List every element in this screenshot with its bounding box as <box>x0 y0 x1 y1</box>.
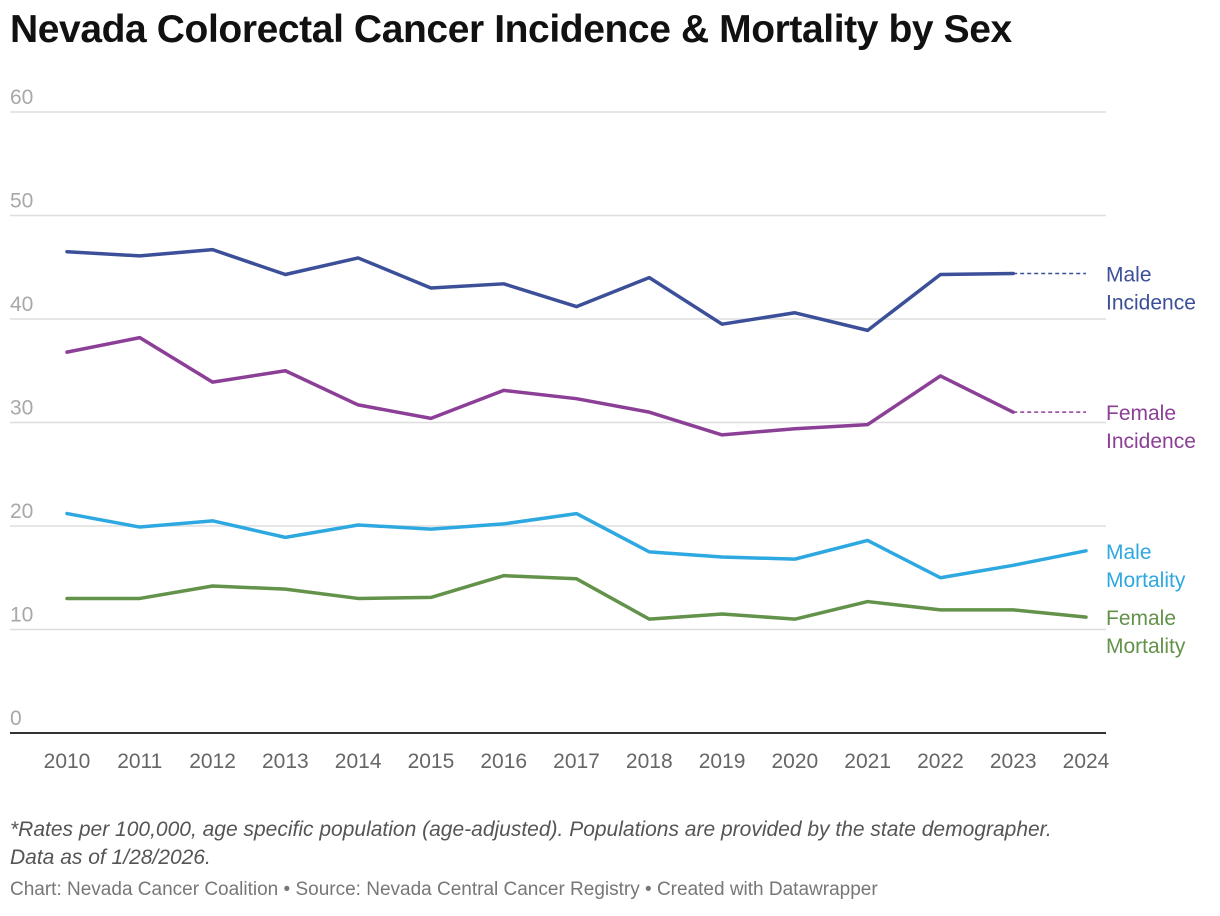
x-tick-label: 2012 <box>189 750 236 773</box>
series-label-line: Incidence <box>1106 430 1196 453</box>
footer-separator: • <box>278 879 296 900</box>
x-tick-label: 2021 <box>844 750 891 773</box>
y-tick-label: 20 <box>10 500 33 523</box>
series-label-line: Mortality <box>1106 635 1186 658</box>
y-tick-label: 30 <box>10 397 33 420</box>
y-tick-label: 10 <box>10 604 33 627</box>
series-label-line: Male <box>1106 263 1152 286</box>
series-label-line: Male <box>1106 541 1152 564</box>
series-label: Female Incidence <box>1106 402 1196 453</box>
y-tick-label: 50 <box>10 190 33 213</box>
x-tick-label: 2022 <box>917 750 964 773</box>
y-tick-label: 0 <box>10 707 22 730</box>
x-tick-label: 2011 <box>117 750 162 773</box>
note-line: Data as of 1/28/2026. <box>10 846 211 869</box>
series-label-line: Mortality <box>1106 569 1186 592</box>
series-line <box>65 247 1015 333</box>
chart-credit: Chart: Nevada Cancer Coalition <box>10 879 279 900</box>
series-label-line: Incidence <box>1106 291 1196 314</box>
x-tick-label: 2023 <box>990 750 1037 773</box>
series-labels: Male Incidence Female Incidence Male Mortalit… <box>1106 263 1196 658</box>
series-label: Female Mortality <box>1106 607 1186 658</box>
note-line: *Rates per 100,000, age specific populat… <box>10 818 1052 841</box>
x-tick-label: 2024 <box>1063 750 1110 773</box>
series-label: Male Incidence <box>1106 263 1196 314</box>
footer-separator: • <box>639 879 657 900</box>
y-axis-ticks: 0 10 20 30 40 50 60 <box>10 86 33 730</box>
gridlines <box>10 111 1106 734</box>
chart-footer: Chart: Nevada Cancer Coalition • Source:… <box>10 879 878 901</box>
series-label-line: Female <box>1106 607 1176 630</box>
x-tick-label: 2019 <box>699 750 746 773</box>
x-tick-label: 2014 <box>335 750 382 773</box>
y-tick-label: 40 <box>10 293 33 316</box>
chart-title: Nevada Colorectal Cancer Incidence & Mor… <box>10 8 1012 51</box>
source-credit: Source: Nevada Central Cancer Registry <box>295 879 640 900</box>
y-tick-label: 60 <box>10 86 33 109</box>
x-tick-label: 2016 <box>480 750 527 773</box>
series-line <box>65 335 1015 437</box>
x-tick-label: 2015 <box>408 750 455 773</box>
x-tick-label: 2013 <box>262 750 309 773</box>
series-label-line: Female <box>1106 402 1176 425</box>
x-tick-label: 2018 <box>626 750 673 773</box>
series-line <box>65 511 1088 580</box>
created-credit: Created with Datawrapper <box>656 879 878 900</box>
x-tick-label: 2010 <box>44 750 91 773</box>
chart-notes: *Rates per 100,000, age specific populat… <box>10 816 1200 872</box>
series-label: Male Mortality <box>1106 541 1186 592</box>
series-line <box>65 573 1088 621</box>
x-axis-ticks: 2010 2011 2012 2013 2014 2015 2016 2017 2018 2019… <box>44 750 1110 773</box>
x-tick-label: 2020 <box>771 750 818 773</box>
series-lines <box>65 247 1088 621</box>
x-tick-label: 2017 <box>553 750 600 773</box>
